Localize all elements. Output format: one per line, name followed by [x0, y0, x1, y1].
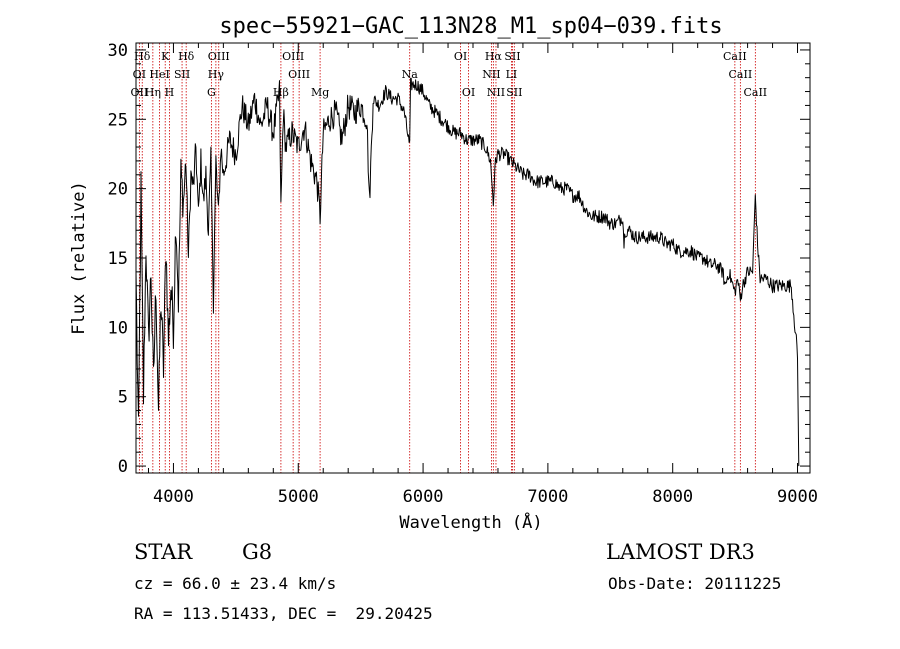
spectral-line-label: LI: [506, 68, 518, 81]
y-tick-label: 20: [108, 180, 128, 200]
spectral-line-label: OII: [131, 86, 149, 99]
y-tick-label: 30: [108, 41, 128, 61]
spectral-line-label: OI: [462, 86, 475, 99]
spectral-line-label: OIII: [282, 50, 304, 63]
plot-frame: [135, 42, 811, 474]
spectral-line-label: Hγ: [208, 68, 225, 81]
x-tick-label: 6000: [403, 487, 444, 507]
y-axis-label: Flux (relative): [69, 181, 89, 335]
y-tick-label: 15: [108, 249, 128, 269]
spectral-line-label: Hδ: [134, 50, 151, 63]
spectral-line-label: OIII: [208, 50, 230, 63]
y-axis-ticks: 0 5 10 15 20 25 30: [108, 41, 810, 477]
x-tick-label: 7000: [527, 487, 568, 507]
y-tick-label: 5: [118, 388, 128, 408]
spectral-line-label: Hα: [485, 50, 503, 63]
object-class: STAR: [134, 540, 193, 564]
spectral-line-label: HeI: [149, 68, 169, 81]
spectral-line-label: NII: [487, 86, 505, 99]
redshift-cz: cz = 66.0 ± 23.4 km/s: [134, 574, 337, 593]
spectral-line-label: NII: [482, 68, 500, 81]
ra-dec-coordinates: RA = 113.51433, DEC = 29.20425: [134, 604, 433, 623]
x-tick-label: 9000: [777, 487, 818, 507]
spectral-line-label: CaII: [729, 68, 753, 81]
spectral-line-label: H: [165, 86, 175, 99]
spectral-line-label: G: [207, 86, 216, 99]
spectral-line-label: Hη: [145, 86, 161, 99]
object-subclass: G8: [242, 540, 273, 564]
spectral-line-label: Na: [402, 68, 419, 81]
x-tick-label: 4000: [153, 487, 194, 507]
x-axis-label: Wavelength (Å): [399, 511, 542, 533]
spectral-line-label: OIII: [288, 68, 310, 81]
spectral-marker-lines: [138, 43, 756, 473]
y-tick-label: 10: [108, 318, 128, 338]
x-tick-label: 8000: [652, 487, 693, 507]
spectral-line-label: Hδ: [178, 50, 195, 63]
survey-name: LAMOST DR3: [606, 540, 755, 564]
spectral-line-label: SII: [504, 50, 520, 63]
spectral-line-label: K: [161, 50, 170, 63]
chart-title: spec−55921−GAC_113N28_M1_sp04−039.fits: [219, 14, 722, 39]
spectral-line-label: CaII: [723, 50, 747, 63]
spectral-line-label: Hβ: [273, 86, 289, 99]
y-tick-label: 0: [118, 457, 128, 477]
spectrum-series-line: [135, 77, 800, 467]
x-axis-ticks: 4000 5000 6000 7000 8000 9000: [147, 43, 818, 507]
spectral-line-label: SII: [174, 68, 190, 81]
spectral-line-label: OI: [454, 50, 467, 63]
spectral-line-label: Mg: [311, 86, 329, 99]
spectral-line-label: OI: [133, 68, 146, 81]
y-tick-label: 25: [108, 110, 128, 130]
x-tick-label: 5000: [278, 487, 319, 507]
observation-date: Obs-Date: 20111225: [608, 574, 782, 593]
spectral-line-label: SII: [506, 86, 522, 99]
spectral-line-label: CaII: [743, 86, 767, 99]
spectrum-chart: spec−55921−GAC_113N28_M1_sp04−039.fits 4…: [69, 14, 818, 533]
